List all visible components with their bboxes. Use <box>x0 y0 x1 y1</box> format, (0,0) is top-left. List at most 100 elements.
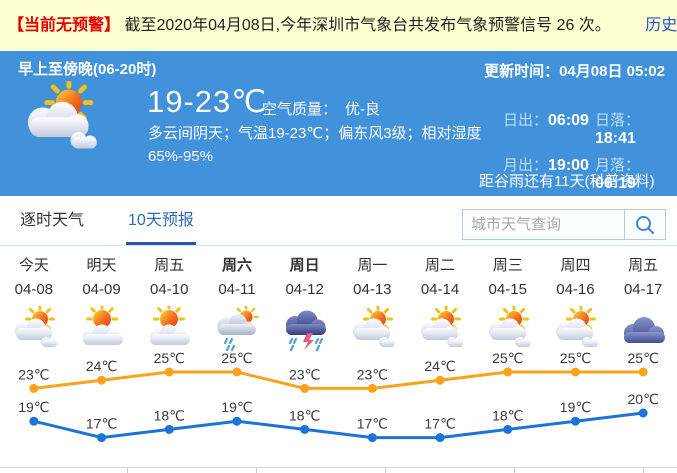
high-temp-point <box>164 367 174 377</box>
forecast-date-2[interactable]: 04-10 <box>150 281 189 298</box>
high-temp-label: 24℃ <box>424 358 455 374</box>
high-temp-point <box>367 383 377 393</box>
low-temp-label: 17℃ <box>357 416 388 432</box>
forecast-icon-cell-5[interactable] <box>338 306 406 354</box>
forecast-date-4[interactable]: 04-12 <box>285 281 324 298</box>
forecast-icon-cell-2[interactable] <box>135 306 203 354</box>
sun-clouds-icon <box>415 306 465 352</box>
weather-description-line1: 多云间阴天；气温19-23℃；偏东风3级；相对湿度 <box>148 125 482 142</box>
sun-moon-item-1: 日落：18:41 <box>595 109 677 148</box>
air-quality-value: 优-良 <box>345 101 381 118</box>
sun-clouds-icon <box>550 306 600 352</box>
high-temp-point <box>97 375 107 385</box>
update-time: 更新时间：04月08日 05:02 <box>484 63 665 80</box>
tab-1[interactable]: 10天预报 <box>126 196 196 245</box>
sun-moon-times: 日出：06:09 日落：18:41 月出：19:00 月落：06:19 <box>503 109 677 193</box>
low-temp-point <box>232 416 242 426</box>
forecast-day-label-6[interactable]: 周二 <box>425 257 456 274</box>
city-search-box <box>462 209 666 240</box>
forecast-day-label-0[interactable]: 今天 <box>18 257 49 274</box>
forecast-icon-cell-4[interactable] <box>271 306 339 354</box>
table-divider <box>256 468 257 473</box>
search-icon <box>636 215 654 234</box>
current-weather-banner: 早上至傍晚(06-20时) 19-23℃ 空气质量： 优-良 多云间阴天；气温19… <box>0 51 677 196</box>
forecast-date-8[interactable]: 04-16 <box>556 281 595 298</box>
air-quality-label: 空气质量： <box>262 101 338 118</box>
forecast-day-label-8[interactable]: 周四 <box>560 257 591 274</box>
next-section-edge <box>0 467 677 473</box>
forecast-date-9[interactable]: 04-17 <box>623 281 663 298</box>
high-temp-point <box>638 367 648 377</box>
sun-moon-value: 06:09 <box>548 112 589 129</box>
forecast-date-1[interactable]: 04-09 <box>82 281 121 298</box>
sun-moon-value: 18:41 <box>595 130 636 147</box>
low-temp-label: 18℃ <box>154 407 185 423</box>
forecast-date-7[interactable]: 04-15 <box>488 281 527 298</box>
low-temp-label: 19℃ <box>221 399 252 415</box>
high-temp-label: 25℃ <box>154 350 185 366</box>
low-temp-point <box>570 416 580 426</box>
forecast-icon-cell-0[interactable] <box>0 306 68 354</box>
forecast-date-6[interactable]: 04-14 <box>420 281 460 298</box>
rain-sun-icon <box>212 306 262 352</box>
forecast-date-3[interactable]: 04-11 <box>218 281 256 298</box>
science-info-link[interactable]: (科普资料) <box>584 173 655 190</box>
high-temp-point <box>570 367 580 377</box>
tab-0[interactable]: 逐时天气 <box>20 212 85 229</box>
low-temp-point <box>29 416 39 426</box>
high-temp-label: 25℃ <box>221 350 252 366</box>
high-temp-point <box>300 383 310 393</box>
search-button[interactable] <box>624 210 665 239</box>
forecast-day-label-1[interactable]: 明天 <box>86 257 117 274</box>
forecast-date-0[interactable]: 04-08 <box>14 281 54 298</box>
forecast-day-row: 今天 明天 周五 周六 周日 周一 周二 周三 周四 周五 <box>0 254 677 275</box>
sun-clouds-icon <box>483 306 533 352</box>
low-temp-point <box>97 433 107 443</box>
temperature-chart: 23℃ 24℃ 25℃ 25℃ 23℃ 23℃ 24℃ 25℃ 25℃ 25℃ 19℃ 17℃ 18℃ 1… <box>18 350 659 443</box>
forecast-day-label-4[interactable]: 周日 <box>289 257 320 274</box>
forecast-icon-cell-8[interactable] <box>542 306 610 354</box>
low-temp-label: 18℃ <box>289 407 320 423</box>
search-input[interactable] <box>463 210 624 239</box>
tab-bar: 逐时天气 10天预报 <box>0 196 677 246</box>
low-temp-label: 17℃ <box>86 416 117 432</box>
high-temp-point <box>232 367 242 377</box>
alert-bar: 【当前无预警】 截至2020年04月08日,今年深圳市气象台共发布气象预警信号 … <box>0 0 677 51</box>
table-divider <box>643 468 644 473</box>
low-temp-label: 19℃ <box>560 399 591 415</box>
sun-moon-label: 日落： <box>595 112 641 129</box>
high-temp-point <box>435 375 445 385</box>
forecast-icon-cell-6[interactable] <box>406 306 474 354</box>
low-temp-label: 17℃ <box>424 416 455 432</box>
sun-moon-item-2: 月出：19:00 <box>503 154 595 193</box>
high-temp-point <box>29 383 39 393</box>
sun-moon-item-0: 日出：06:09 <box>503 109 595 148</box>
high-temp-line <box>33 370 644 390</box>
forecast-day-label-7[interactable]: 周三 <box>492 257 523 274</box>
forecast-period-label: 早上至傍晚(06-20时) <box>18 61 157 78</box>
forecast-icon-cell-1[interactable] <box>68 306 136 354</box>
air-quality: 空气质量： 优-良 <box>262 98 380 119</box>
alert-status-badge: 【当前无预警】 <box>8 17 121 34</box>
sun-moon-label: 日出： <box>503 112 549 129</box>
table-divider <box>385 468 386 473</box>
high-temp-label: 25℃ <box>560 350 591 366</box>
history-warning-link[interactable]: 历史预警查询 <box>645 17 677 34</box>
solar-term-text: 距谷雨还有11天 <box>479 173 585 190</box>
sun-clouds-icon <box>9 306 59 352</box>
sun-cloud-icon <box>144 306 194 352</box>
forecast-date-5[interactable]: 04-13 <box>353 281 392 298</box>
forecast-day-label-9[interactable]: 周五 <box>628 257 659 274</box>
low-temp-point <box>367 433 377 443</box>
forecast-day-label-2[interactable]: 周五 <box>154 257 185 274</box>
low-temp-label: 18℃ <box>492 407 523 423</box>
low-temp-point <box>300 424 310 434</box>
current-weather-icon <box>18 81 100 157</box>
high-temp-label: 23℃ <box>357 366 388 382</box>
forecast-day-label-3[interactable]: 周六 <box>221 257 252 274</box>
forecast-icon-cell-3[interactable] <box>203 306 271 354</box>
ten-day-forecast: 今天 明天 周五 周六 周日 周一 周二 周三 周四 周五 04-08 04-09 04-10 04-1… <box>0 246 677 473</box>
forecast-icon-cell-9[interactable] <box>609 306 677 354</box>
forecast-icon-cell-7[interactable] <box>474 306 542 354</box>
forecast-day-label-5[interactable]: 周一 <box>357 257 388 274</box>
